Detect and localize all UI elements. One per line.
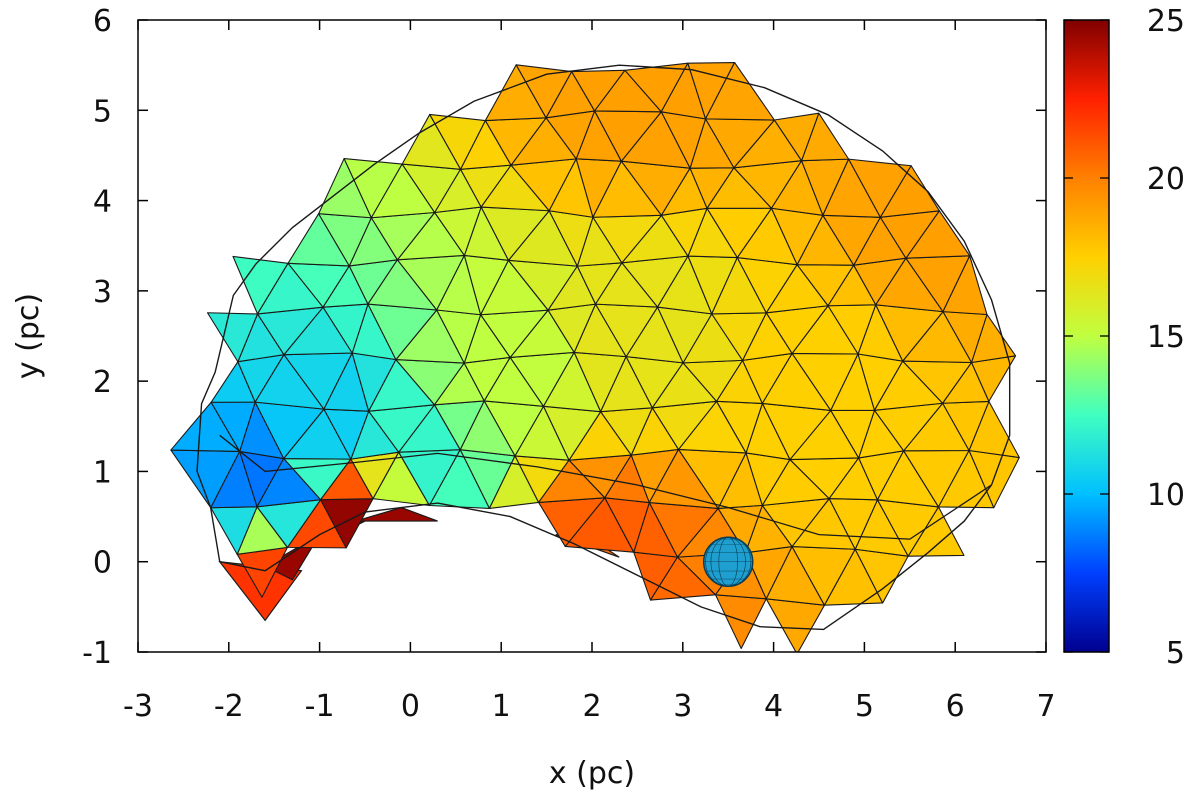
surface-mesh <box>170 61 1020 652</box>
x-tick-label: 4 <box>764 689 783 724</box>
mesh-facet <box>705 61 775 121</box>
y-tick-label: 5 <box>93 94 112 129</box>
inner-rim-edge <box>219 434 992 540</box>
x-tick-label: 2 <box>582 689 601 724</box>
y-tick-label: 1 <box>93 455 112 490</box>
x-tick-label: -3 <box>123 689 153 724</box>
x-tick-label: -2 <box>214 689 244 724</box>
mesh-facet <box>942 255 988 316</box>
mesh-facet <box>429 113 486 170</box>
x-tick-label: -1 <box>305 689 335 724</box>
x-tick-label: 0 <box>401 689 420 724</box>
mesh-facet <box>714 594 767 650</box>
x-tick-label: 1 <box>492 689 511 724</box>
x-tick-label: 5 <box>855 689 874 724</box>
y-tick-label: 4 <box>93 185 112 220</box>
mesh-facet <box>765 598 825 652</box>
y-tick-label: 3 <box>93 275 112 310</box>
y-axis-label: y (pc) <box>11 293 46 379</box>
axis-ticks: -3 -2 -1 0 1 2 3 4 5 6 7 -1 0 1 2 3 4 5 6 <box>82 4 1055 724</box>
y-tick-label: 6 <box>93 4 112 39</box>
colorbar-tick-label: 5 <box>1166 636 1185 671</box>
x-tick-label: 7 <box>1036 689 1055 724</box>
colorbar-tick-label: 20 <box>1147 162 1185 197</box>
colorbar-tick-label: 25 <box>1147 4 1185 39</box>
colorbar: 5 10 15 20 25 <box>1063 4 1185 671</box>
mesh-facet <box>773 112 820 162</box>
x-tick-label: 6 <box>946 689 965 724</box>
x-axis-label: x (pc) <box>549 756 635 791</box>
shell-outline <box>196 64 1011 631</box>
y-tick-label: 0 <box>93 546 112 581</box>
x-tick-label: 3 <box>673 689 692 724</box>
y-tick-label: -1 <box>82 636 112 671</box>
colorbar-tick-label: 15 <box>1147 320 1185 355</box>
marker-sphere-meridian <box>718 536 738 587</box>
colorbar-tick-label: 10 <box>1147 478 1185 513</box>
mesh-back-facet <box>355 506 438 522</box>
y-tick-label: 2 <box>93 365 112 400</box>
mesh-facet <box>206 312 259 363</box>
